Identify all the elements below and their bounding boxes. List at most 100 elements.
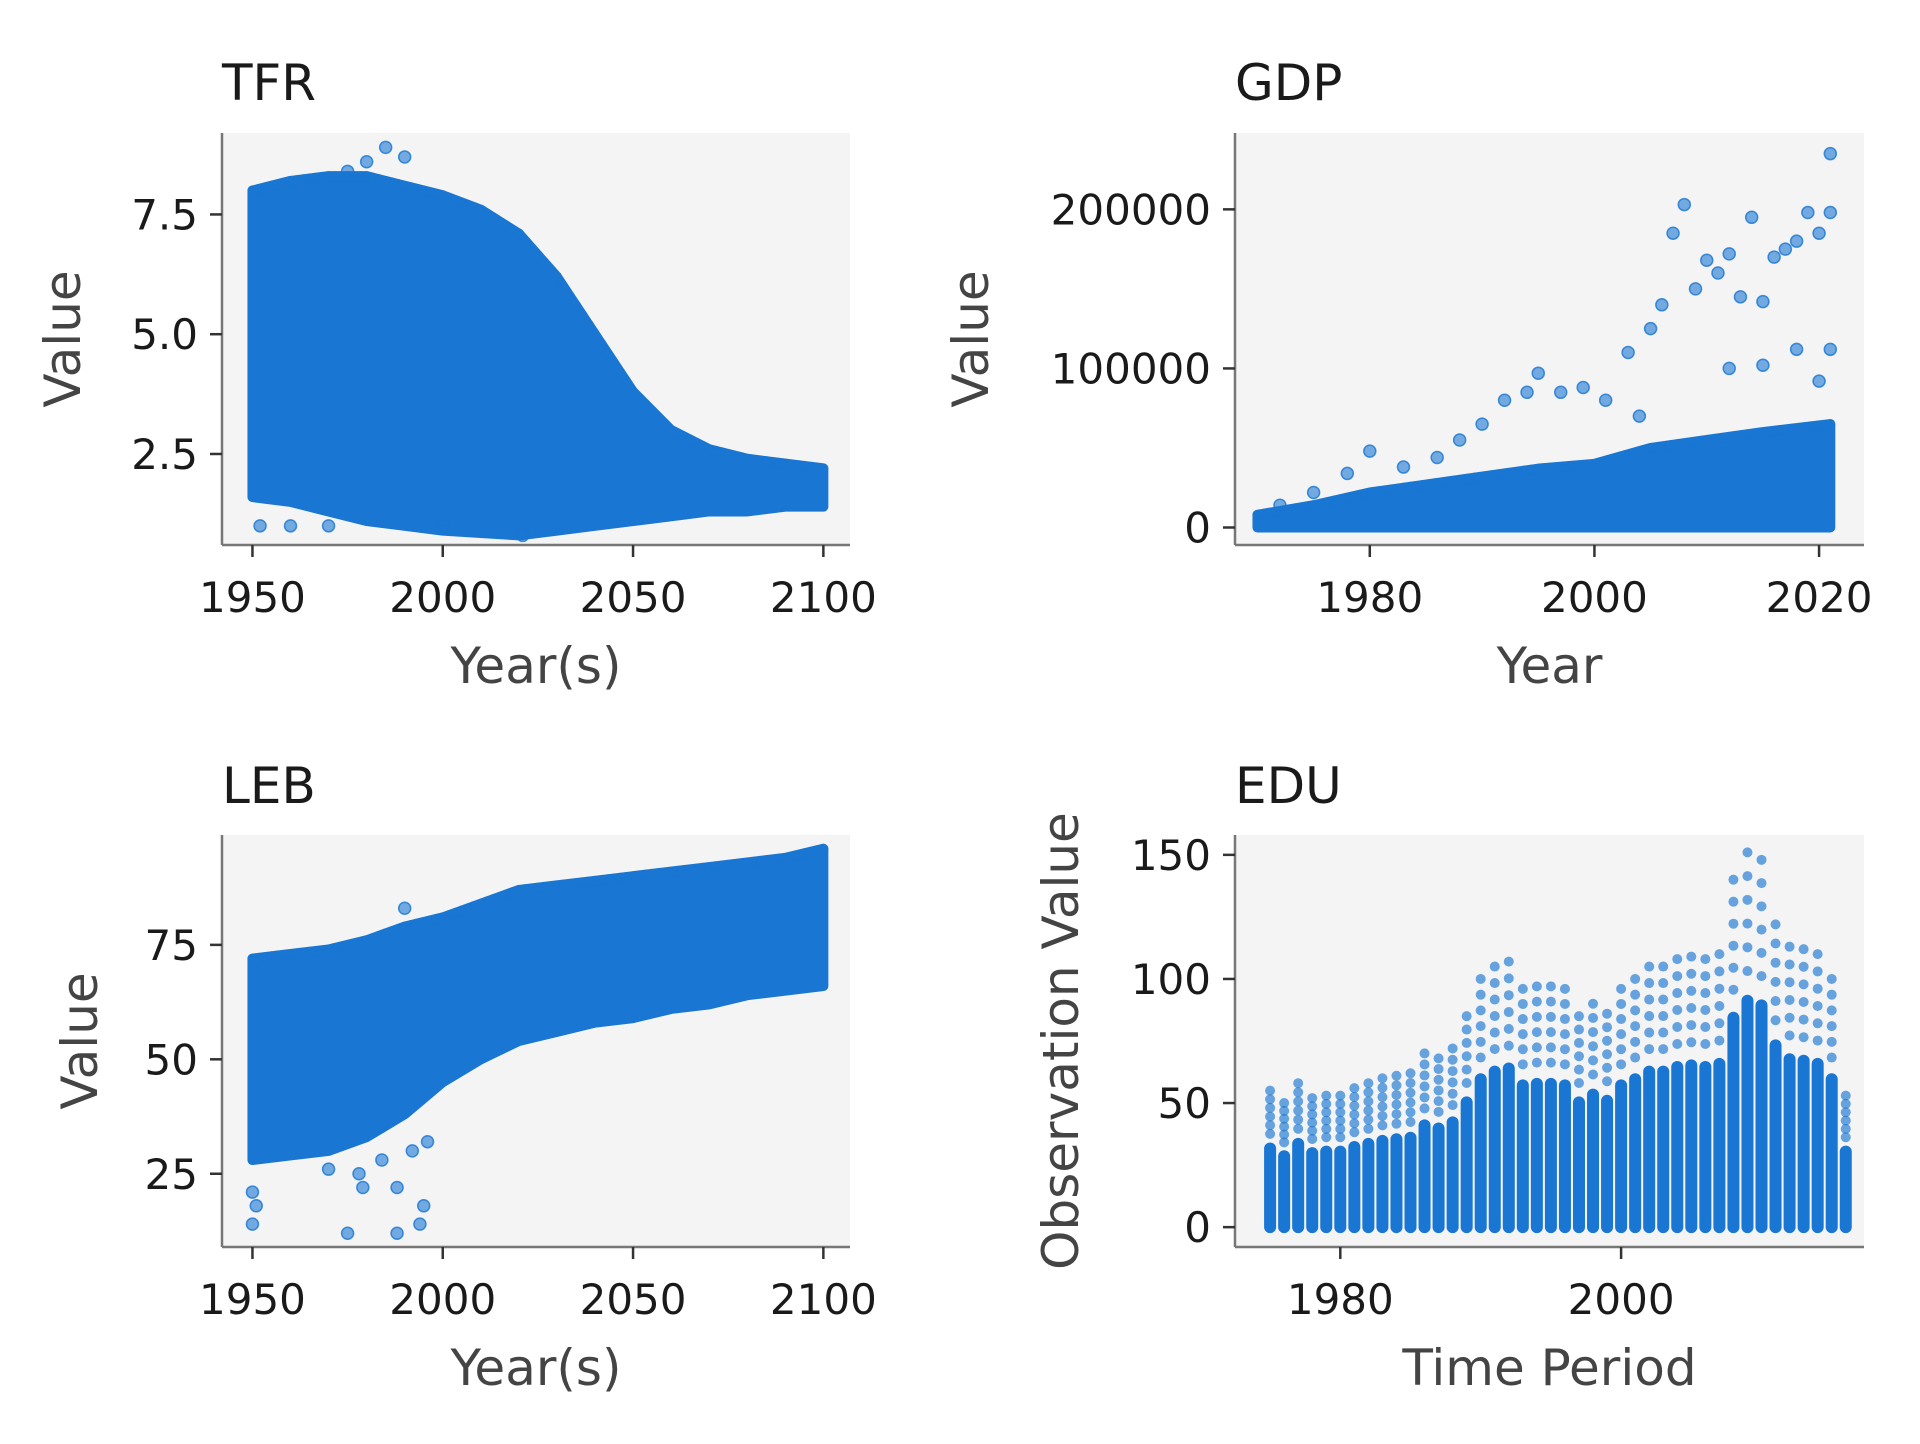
edu-point (1559, 1044, 1570, 1055)
gdp-point (1598, 393, 1613, 407)
edu-point (1686, 985, 1697, 996)
edu-point (1770, 919, 1781, 930)
edu-point-column (1502, 1062, 1515, 1234)
edu-point (1616, 1059, 1627, 1070)
edu-point (1447, 1043, 1458, 1054)
edu-point (1588, 1012, 1599, 1023)
edu-point (1798, 944, 1809, 955)
leb-x-tick-label: 2050 (580, 1275, 687, 1324)
edu-point (1573, 1064, 1584, 1075)
tfr-point (539, 257, 550, 268)
edu-point (1433, 1106, 1444, 1117)
edu-point (1307, 1125, 1318, 1136)
edu-point (1293, 1096, 1304, 1107)
edu-point (1447, 1088, 1458, 1099)
edu-point (1517, 1059, 1528, 1070)
tfr-panel: 1950 2000 2050 2100 2.5 5.0 7.5 TFR Year(s) Value (34, 54, 877, 695)
leb-point (245, 1185, 260, 1199)
leb-point (416, 1199, 431, 1213)
edu-point (1335, 1090, 1346, 1101)
edu-point (1447, 1066, 1458, 1077)
edu-point (1616, 1029, 1627, 1040)
edu-point (1391, 1118, 1402, 1129)
edu-point (1630, 1005, 1641, 1016)
tfr-point (602, 348, 613, 359)
leb-ylabel: Value (51, 972, 109, 1109)
edu-point-column (1769, 1039, 1782, 1234)
tfr-point (532, 250, 543, 261)
gdp-point (1430, 450, 1444, 465)
leb-point (249, 1199, 264, 1213)
gdp-point (1520, 385, 1534, 400)
edu-point (1644, 1044, 1655, 1055)
edu-point (1363, 1087, 1374, 1098)
edu-point (1419, 1103, 1430, 1114)
tfr-point (589, 329, 600, 340)
tfr-x-tick-label: 2000 (389, 573, 496, 622)
edu-point (1321, 1090, 1332, 1101)
edu-point (1475, 1005, 1486, 1016)
edu-point-column (1643, 1065, 1656, 1234)
gdp-point (1823, 205, 1838, 220)
edu-point (1517, 1029, 1528, 1040)
edu-point (1588, 1041, 1599, 1052)
edu-point (1405, 1107, 1416, 1118)
edu-point (1784, 994, 1795, 1005)
gdp-y-tick-label: 200000 (1051, 185, 1211, 234)
edu-point (1658, 1011, 1669, 1022)
edu-point (1475, 1021, 1486, 1032)
gdp-point (1655, 298, 1669, 312)
edu-point (1545, 981, 1556, 992)
edu-point (1798, 979, 1809, 990)
edu-point (1321, 1123, 1332, 1134)
tfr-point (609, 357, 620, 368)
tfr-y-tick-label: 5.0 (131, 310, 198, 359)
edu-point (1770, 938, 1781, 949)
edu-point-column (1362, 1137, 1375, 1234)
edu-point (1672, 1038, 1683, 1049)
edu-point (1517, 998, 1528, 1009)
gdp-point (1823, 342, 1838, 357)
edu-point (1630, 1036, 1641, 1047)
edu-point-column (1699, 1060, 1712, 1234)
edu-point (1307, 1101, 1318, 1112)
gdp-point (1688, 282, 1703, 296)
edu-point-column (1755, 999, 1768, 1234)
gdp-y-tick-label: 100000 (1051, 344, 1211, 393)
edu-point (1545, 1057, 1556, 1068)
edu-point (1405, 1116, 1416, 1127)
edu-point (1391, 1070, 1402, 1081)
edu-point-column (1278, 1150, 1291, 1234)
edu-point (1377, 1101, 1388, 1112)
gdp-points (1252, 146, 1838, 533)
edu-point (1826, 1021, 1837, 1032)
gdp-point (1711, 266, 1725, 280)
edu-point (1391, 1109, 1402, 1120)
edu-point (1840, 1090, 1851, 1101)
tfr-point (551, 271, 562, 282)
edu-point (1349, 1091, 1360, 1102)
edu-point (1363, 1105, 1374, 1116)
edu-point (1265, 1085, 1276, 1096)
edu-point (1461, 1024, 1472, 1035)
edu-point (1728, 896, 1739, 907)
edu-y-tick-label: 50 (1158, 1079, 1211, 1128)
edu-point (1686, 1020, 1697, 1031)
edu-point (1602, 1076, 1613, 1087)
edu-point (1293, 1105, 1304, 1116)
edu-point (1349, 1118, 1360, 1129)
edu-point (1686, 951, 1697, 962)
edu-point-column (1657, 1065, 1670, 1234)
edu-point (1644, 978, 1655, 989)
gdp-panel: 1980 2000 2020 0 100000 200000 GDP Year Value (942, 54, 1873, 695)
edu-point (1588, 998, 1599, 1009)
edu-point (1377, 1073, 1388, 1084)
edu-point (1545, 996, 1556, 1007)
tfr-title: TFR (221, 54, 316, 112)
edu-point (1321, 1132, 1332, 1143)
edu-point (1686, 968, 1697, 979)
gdp-point (1306, 485, 1321, 500)
edu-point-column (1544, 1077, 1557, 1234)
edu-point (1447, 1054, 1458, 1065)
tfr-point (583, 319, 594, 330)
